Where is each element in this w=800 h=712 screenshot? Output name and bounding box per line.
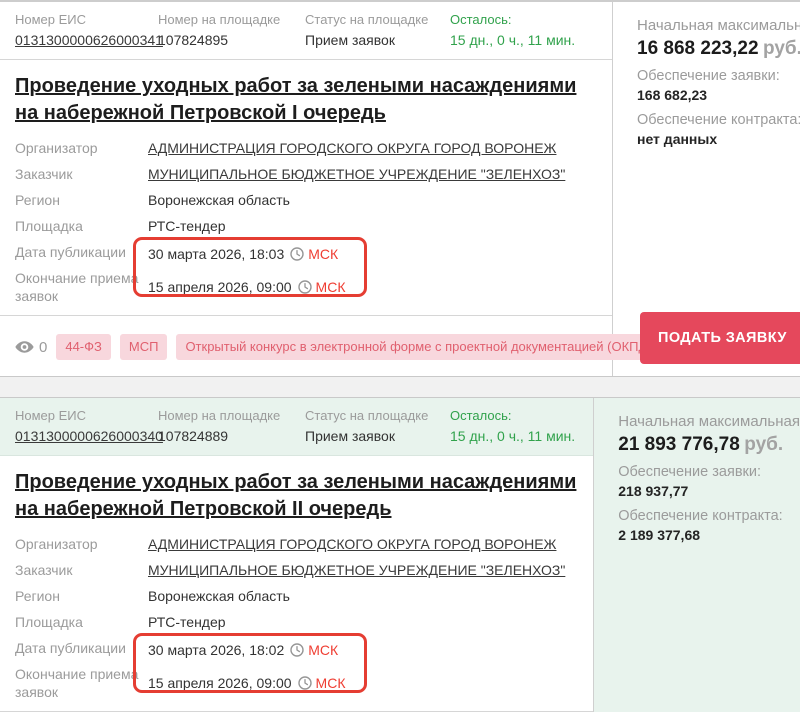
divider	[0, 315, 612, 316]
dates-group: Дата публикации 30 марта 2026, 18:02 МСК…	[15, 633, 593, 701]
contract-security-label: Обеспечение контракта:	[637, 112, 800, 128]
eis-number-label: Номер ЕИС	[15, 408, 87, 423]
remaining-value: 15 дн., 0 ч., 11 мин.	[450, 32, 576, 48]
remaining-label: Осталось:	[450, 12, 512, 27]
eis-number-label: Номер ЕИС	[15, 12, 87, 27]
views-eye-icon	[15, 341, 34, 353]
platform-number-value: 107824889	[158, 428, 229, 444]
dates-group: Дата публикации 30 марта 2026, 18:03 МСК…	[15, 237, 612, 305]
tender-title-link[interactable]: Проведение уходных работ за зелеными нас…	[15, 471, 577, 520]
status-value: Прием заявок	[305, 32, 395, 48]
timezone-label: МСК	[308, 246, 339, 262]
timezone-label: МСК	[315, 675, 346, 691]
tender-card-2-main: Номер ЕИС 0131300000626000340 Номер на п…	[0, 398, 595, 712]
eis-number-link[interactable]: 0131300000626000341	[15, 32, 163, 48]
bid-security-value: 168 682,23	[637, 87, 708, 103]
status-value: Прием заявок	[305, 428, 395, 444]
platform-number-label: Номер на площадке	[158, 408, 281, 423]
tender-card-2-details: Организатор АДМИНИСТРАЦИЯ ГОРОДСКОГО ОКР…	[0, 525, 593, 701]
badges-row: 0 44-ФЗ МСП Открытый конкурс в электронн…	[0, 334, 661, 360]
organizer-label: Организатор	[15, 536, 98, 552]
customer-link[interactable]: МУНИЦИПАЛЬНОЕ БЮДЖЕТНОЕ УЧРЕЖДЕНИЕ "ЗЕЛЕ…	[148, 562, 566, 578]
timezone-label: МСК	[315, 279, 346, 295]
eis-number-link[interactable]: 0131300000626000340	[15, 428, 163, 444]
deadline-label: Окончание приема заявок	[15, 270, 139, 304]
region-label: Регион	[15, 192, 60, 208]
tender-title-link[interactable]: Проведение уходных работ за зелеными нас…	[15, 75, 577, 124]
max-price-value: 21 893 776,78	[618, 434, 740, 455]
platform-value: РТС-тендер	[148, 218, 226, 234]
deadline-label: Окончание приема заявок	[15, 666, 139, 700]
status-label: Статус на площадке	[305, 12, 429, 27]
max-price-label: Начальная максимальная	[637, 17, 800, 34]
region-value: Воронежская область	[148, 192, 290, 208]
timezone-label: МСК	[308, 642, 339, 658]
badge-procedure-type[interactable]: Открытый конкурс в электронной форме с п…	[176, 334, 661, 360]
submit-application-button[interactable]: ПОДАТЬ ЗАЯВКУ	[640, 312, 800, 364]
contract-security-value: 2 189 377,68	[618, 527, 701, 543]
card-separator	[0, 377, 800, 398]
price-panel-2: Начальная максимальная 21 893 776,78 руб…	[594, 398, 800, 712]
organizer-link[interactable]: АДМИНИСТРАЦИЯ ГОРОДСКОГО ОКРУГА ГОРОД ВО…	[148, 536, 557, 552]
publish-date-label: Дата публикации	[15, 244, 126, 260]
organizer-label: Организатор	[15, 140, 98, 156]
platform-label: Площадка	[15, 614, 83, 630]
customer-label: Заказчик	[15, 166, 73, 182]
status-label: Статус на площадке	[305, 408, 429, 423]
publish-date-value: 30 марта 2026, 18:03	[148, 246, 285, 262]
badge-msp[interactable]: МСП	[119, 334, 168, 360]
platform-number-value: 107824895	[158, 32, 229, 48]
region-label: Регион	[15, 588, 60, 604]
remaining-label: Осталось:	[450, 408, 512, 423]
contract-security-label: Обеспечение контракта:	[618, 508, 783, 524]
views-counter: 0	[15, 339, 47, 356]
clock-icon	[290, 247, 304, 261]
max-price-label: Начальная максимальная	[618, 413, 800, 430]
tender-card-1-main: Номер ЕИС 0131300000626000341 Номер на п…	[0, 2, 661, 376]
tender-card-2: Номер ЕИС 0131300000626000340 Номер на п…	[0, 398, 800, 712]
tender-card-1-details: Организатор АДМИНИСТРАЦИЯ ГОРОДСКОГО ОКР…	[0, 129, 612, 305]
currency-label: руб.	[744, 434, 784, 455]
bid-security-label: Обеспечение заявки:	[637, 68, 780, 84]
platform-label: Площадка	[15, 218, 83, 234]
region-value: Воронежская область	[148, 588, 290, 604]
currency-label: руб.	[762, 38, 800, 59]
views-count: 0	[39, 338, 48, 356]
bid-security-label: Обеспечение заявки:	[618, 464, 761, 480]
platform-number-label: Номер на площадке	[158, 12, 281, 27]
customer-link[interactable]: МУНИЦИПАЛЬНОЕ БЮДЖЕТНОЕ УЧРЕЖДЕНИЕ "ЗЕЛЕ…	[148, 166, 566, 182]
tender-card-2-header: Номер ЕИС 0131300000626000340 Номер на п…	[0, 398, 594, 456]
publish-date-value: 30 марта 2026, 18:02	[148, 642, 285, 658]
tender-card-1-header: Номер ЕИС 0131300000626000341 Номер на п…	[0, 2, 612, 60]
publish-date-label: Дата публикации	[15, 640, 126, 656]
deadline-value: 15 апреля 2026, 09:00	[148, 279, 292, 295]
clock-icon	[297, 280, 312, 294]
tender-card-1: Номер ЕИС 0131300000626000341 Номер на п…	[0, 2, 800, 377]
customer-label: Заказчик	[15, 562, 73, 578]
clock-icon	[290, 643, 304, 657]
bid-security-value: 218 937,77	[618, 483, 689, 499]
platform-value: РТС-тендер	[148, 614, 226, 630]
remaining-value: 15 дн., 0 ч., 11 мин.	[450, 428, 576, 444]
organizer-link[interactable]: АДМИНИСТРАЦИЯ ГОРОДСКОГО ОКРУГА ГОРОД ВО…	[148, 140, 557, 156]
max-price-value: 16 868 223,22	[637, 38, 759, 59]
clock-icon	[297, 676, 312, 690]
badge-law-44fz[interactable]: 44-ФЗ	[56, 334, 111, 360]
price-panel-1: Начальная максимальная 16 868 223,22 руб…	[613, 2, 800, 376]
deadline-value: 15 апреля 2026, 09:00	[148, 675, 292, 691]
contract-security-value: нет данных	[637, 131, 718, 147]
